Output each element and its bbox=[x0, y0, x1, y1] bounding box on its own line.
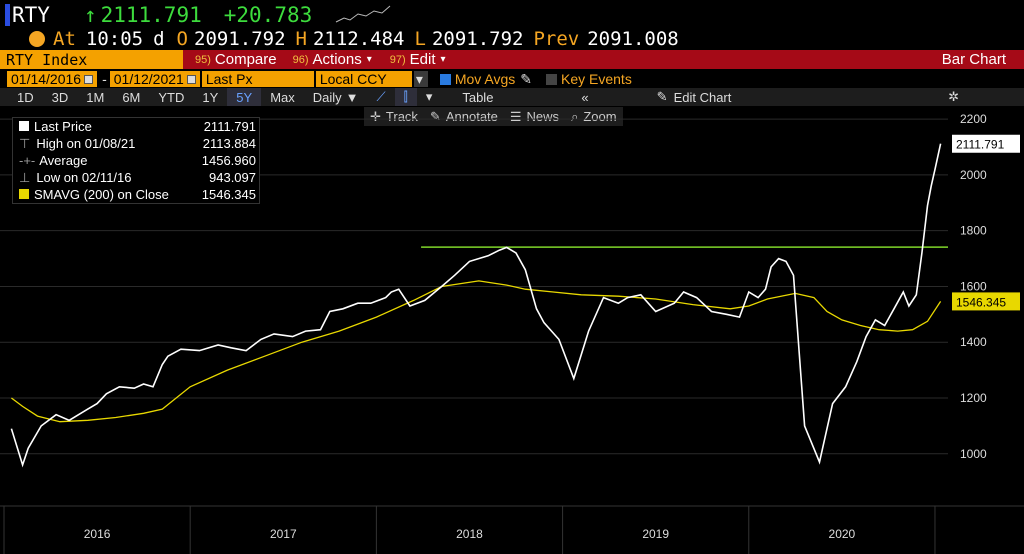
period-3d[interactable]: 3D bbox=[51, 89, 69, 105]
frequency-select[interactable]: Daily ▼ bbox=[312, 89, 359, 105]
settings-bar: 01/14/2016 - 01/12/2021 Last Px Local CC… bbox=[0, 70, 1024, 88]
open-value: 2091.792 bbox=[194, 28, 286, 50]
x-tick-label: 2020 bbox=[829, 527, 856, 541]
low-label: L bbox=[414, 28, 426, 50]
chart-type-caret-icon[interactable]: ▾ bbox=[425, 89, 433, 104]
legend-high: ⊤ High on 01/08/21 2113.884 bbox=[19, 135, 256, 152]
y-tick-label: 1600 bbox=[960, 279, 987, 293]
gear-icon[interactable]: ✲ bbox=[948, 89, 959, 104]
quote-line: RTY ↑ 2111.791 +20.783 bbox=[0, 2, 1024, 28]
y-tick-label: 2200 bbox=[960, 112, 987, 126]
y-tick-label: 1200 bbox=[960, 391, 987, 405]
edit-chart-button[interactable]: ✎ Edit Chart bbox=[656, 89, 732, 105]
sma-value-box bbox=[952, 292, 1020, 311]
period-1d[interactable]: 1D bbox=[17, 89, 34, 105]
up-arrow-icon: ↑ bbox=[83, 3, 97, 27]
last-price-label: 2111.791 bbox=[956, 138, 1005, 152]
crosshair-icon: ✛ bbox=[370, 108, 381, 124]
security-field[interactable]: RTY Index bbox=[0, 50, 183, 69]
calendar-icon bbox=[84, 74, 94, 84]
yellow-square-icon bbox=[19, 189, 29, 199]
legend-last-price: Last Price 2111.791 bbox=[13, 118, 259, 135]
y-tick-label: 1000 bbox=[960, 447, 987, 461]
currency-select[interactable]: Local CCY bbox=[315, 71, 412, 87]
chart-legend: Last Price 2111.791 ⊤ High on 01/08/21 21… bbox=[12, 117, 260, 204]
y-tick-label: 2000 bbox=[960, 168, 987, 182]
low-value: 2091.792 bbox=[431, 28, 524, 50]
start-date-field[interactable]: 01/14/2016 bbox=[7, 71, 98, 87]
open-label: O bbox=[176, 28, 188, 50]
end-date-field[interactable]: 01/12/2021 bbox=[109, 71, 200, 87]
chart-tools: ✛ Track ✎ Annotate ☰ News ⌕ Zoom bbox=[0, 107, 1024, 126]
news-tool[interactable]: ☰ News bbox=[503, 107, 566, 126]
view-type-label[interactable]: Bar Chart bbox=[941, 51, 1006, 68]
low-marker-icon: ⊥ bbox=[19, 169, 31, 185]
sparkline-icon bbox=[336, 5, 391, 23]
magnifier-icon: ⌕ bbox=[571, 108, 579, 124]
legend-low: ⊥ Low on 02/11/16 943.097 bbox=[19, 169, 256, 186]
high-label: H bbox=[295, 28, 307, 50]
quote-time: 10:05 bbox=[85, 28, 144, 50]
pencil-icon[interactable]: ✎ bbox=[520, 70, 532, 87]
zoom-tool[interactable]: ⌕ Zoom bbox=[565, 107, 623, 126]
period-1y[interactable]: 1Y bbox=[202, 89, 219, 105]
compare-button[interactable]: 95) Compare bbox=[195, 51, 277, 68]
x-tick-label: 2016 bbox=[84, 527, 111, 541]
menu-bar: RTY Index 95) Compare 96) Actions ▾ 97) Edit… bbox=[0, 50, 1024, 69]
legend-smavg: SMAVG (200) on Close 1546.345 bbox=[13, 186, 259, 203]
net-change: +20.783 bbox=[223, 3, 313, 27]
x-tick-label: 2018 bbox=[456, 527, 483, 541]
ticker: RTY bbox=[12, 3, 50, 27]
pencil-icon: ✎ bbox=[429, 108, 441, 124]
line-chart-icon[interactable]: ⟋ bbox=[376, 89, 386, 104]
period-6m[interactable]: 6M bbox=[122, 89, 141, 105]
pencil-icon: ✎ bbox=[656, 89, 668, 104]
mov-avgs-label: Mov Avgs bbox=[454, 71, 516, 87]
sma-value-label: 1546.345 bbox=[956, 295, 1006, 309]
collapse-icon[interactable]: « bbox=[581, 89, 589, 105]
high-marker-icon: ⊤ bbox=[19, 135, 31, 151]
actions-button[interactable]: 96) Actions ▾ bbox=[292, 51, 372, 68]
x-tick-label: 2019 bbox=[642, 527, 669, 541]
annotate-tool[interactable]: ✎ Annotate bbox=[423, 107, 504, 126]
d-label: d bbox=[153, 28, 165, 50]
period-ytd[interactable]: YTD bbox=[158, 89, 185, 105]
last-price: 2111.791 bbox=[100, 3, 202, 27]
white-square-icon bbox=[19, 121, 29, 131]
field-select[interactable]: Last Px bbox=[201, 71, 314, 87]
sma-line bbox=[11, 280, 942, 423]
table-button[interactable]: Table bbox=[462, 89, 494, 105]
price-detail-line: At 10:05 d O 2091.792 H 2112.484 L 2091.… bbox=[0, 27, 1024, 51]
x-tick-label: 2017 bbox=[270, 527, 297, 541]
prev-label: Prev bbox=[533, 28, 580, 50]
caret-down-icon: ▾ bbox=[440, 54, 446, 65]
currency-caret-icon[interactable]: ▾ bbox=[413, 71, 428, 87]
y-tick-label: 1800 bbox=[960, 224, 987, 238]
period-max[interactable]: Max bbox=[270, 89, 295, 105]
clock-icon bbox=[29, 31, 45, 47]
high-value: 2112.484 bbox=[312, 28, 405, 50]
at-label: At bbox=[53, 28, 76, 50]
edit-button[interactable]: 97) Edit ▾ bbox=[389, 51, 446, 68]
mov-avgs-checkbox[interactable] bbox=[439, 73, 451, 85]
period-toolbar: 1D 3D 1M 6M YTD 1Y 5Y Max Daily ▼ ⟋ ⫿ ▾ Table « … bbox=[0, 88, 1024, 106]
caret-down-icon: ▾ bbox=[366, 54, 372, 65]
key-events-checkbox[interactable] bbox=[546, 73, 557, 85]
ticker-marker bbox=[5, 4, 10, 26]
average-marker-icon: -+- bbox=[19, 153, 36, 168]
prev-value: 2091.008 bbox=[587, 28, 679, 50]
y-tick-label: 1400 bbox=[960, 335, 987, 349]
last-price-box bbox=[952, 134, 1020, 153]
news-icon: ☰ bbox=[509, 108, 522, 124]
period-1m[interactable]: 1M bbox=[86, 89, 105, 105]
key-events-label: Key Events bbox=[561, 71, 632, 87]
calendar-icon bbox=[186, 74, 196, 84]
period-5y[interactable]: 5Y bbox=[227, 88, 262, 106]
bar-chart-icon[interactable]: ⫿ bbox=[394, 88, 417, 106]
track-tool[interactable]: ✛ Track bbox=[364, 107, 424, 126]
legend-average: -+- Average 1456.960 bbox=[19, 153, 256, 168]
price-line bbox=[10, 143, 942, 468]
